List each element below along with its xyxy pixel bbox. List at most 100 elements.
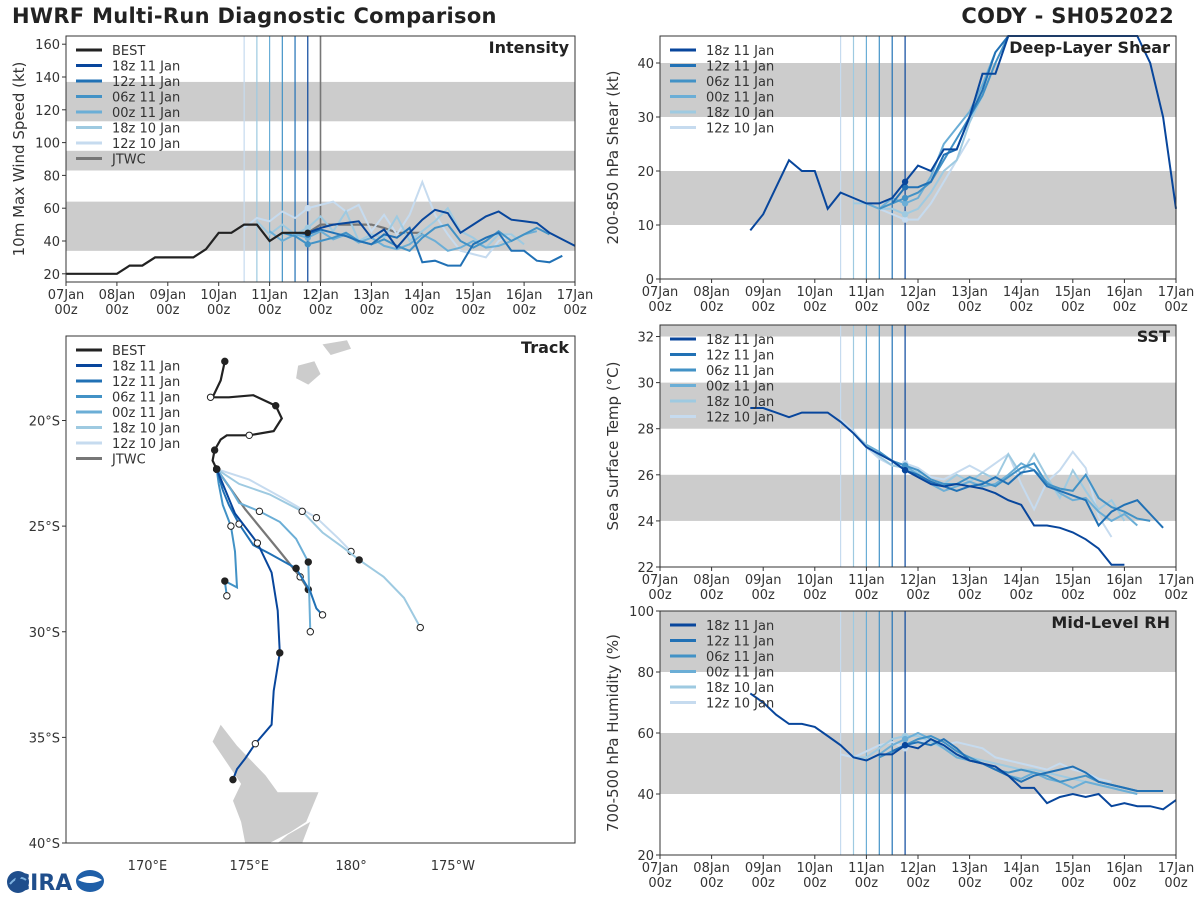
track-point bbox=[306, 628, 315, 636]
x-tick-label: 07Jan bbox=[642, 573, 679, 588]
x-tick-hour-label: 00z bbox=[752, 876, 776, 891]
x-tick-label: 10Jan bbox=[797, 573, 834, 588]
legend-label: 12z 11 Jan bbox=[112, 375, 180, 390]
init-point bbox=[901, 467, 909, 474]
track-point bbox=[272, 402, 280, 410]
x-tick-label: 10Jan bbox=[797, 861, 834, 876]
y-tick-label: 32 bbox=[637, 331, 654, 346]
legend-label: 06z 11 Jan bbox=[706, 650, 774, 665]
y-tick-label: 22 bbox=[637, 561, 654, 576]
x-tick-label: 14Jan bbox=[1003, 285, 1040, 300]
x-tick-hour-label: 00z bbox=[411, 303, 435, 318]
legend-label: 00z 11 Jan bbox=[706, 380, 774, 395]
x-tick-label: 16Jan bbox=[1106, 861, 1143, 876]
legend-label: 12z 10 Jan bbox=[706, 122, 774, 137]
x-tick-hour-label: 00z bbox=[752, 588, 776, 603]
series-line bbox=[749, 692, 1177, 811]
x-tick-label: 15Jan bbox=[455, 288, 492, 303]
track-point bbox=[221, 357, 229, 366]
series-line bbox=[750, 407, 1125, 566]
x-tick-hour-label: 00z bbox=[563, 303, 587, 318]
x-tick-label: 08Jan bbox=[693, 861, 730, 876]
legend-label: 18z 11 Jan bbox=[112, 60, 180, 75]
x-tick-hour-label: 00z bbox=[360, 303, 384, 318]
y-tick-label: 35°S bbox=[29, 731, 60, 746]
y-tick-label: 0 bbox=[646, 273, 654, 288]
x-tick-hour-label: 00z bbox=[309, 303, 333, 318]
x-tick-hour-label: 00z bbox=[906, 876, 930, 891]
x-tick-label: 14Jan bbox=[1003, 861, 1040, 876]
init-point bbox=[901, 742, 909, 749]
y-tick-label: 26 bbox=[637, 469, 654, 484]
x-tick-label: 17Jan bbox=[1158, 285, 1195, 300]
y-tick-label: 24 bbox=[637, 515, 654, 530]
x-tick-label: 17Jan bbox=[557, 288, 594, 303]
x-tick-label: 13Jan bbox=[353, 288, 390, 303]
legend-label: 18z 11 Jan bbox=[706, 619, 774, 634]
x-tick-hour-label: 00z bbox=[1113, 876, 1137, 891]
y-tick-label: 100 bbox=[35, 137, 60, 152]
x-tick-label: 12Jan bbox=[900, 861, 937, 876]
legend-label: BEST bbox=[112, 44, 145, 59]
legend-label: JTWC bbox=[111, 453, 146, 468]
track-point bbox=[292, 564, 300, 573]
y-axis-label: Sea Surface Temp (°C) bbox=[604, 361, 622, 530]
x-tick-hour-label: 00z bbox=[258, 303, 282, 318]
legend-label: 12z 10 Jan bbox=[112, 437, 180, 452]
page-title: HWRF Multi-Run Diagnostic Comparison bbox=[12, 4, 497, 28]
y-tick-label: 30°S bbox=[29, 626, 60, 641]
x-tick-label: 13Jan bbox=[951, 285, 988, 300]
legend-label: 18z 11 Jan bbox=[706, 44, 774, 59]
y-tick-label: 25°S bbox=[29, 520, 60, 535]
legend-label: 18z 10 Jan bbox=[706, 681, 774, 696]
legend-label: 00z 11 Jan bbox=[706, 91, 774, 106]
x-tick-label: 16Jan bbox=[1106, 285, 1143, 300]
plot-frame bbox=[659, 35, 1177, 280]
x-tick-hour-label: 00z bbox=[855, 876, 879, 891]
storm-id: CODY - SH052022 bbox=[961, 4, 1174, 28]
x-tick-hour-label: 00z bbox=[512, 303, 536, 318]
x-tick-hour-label: 00z bbox=[54, 303, 78, 318]
track-point bbox=[355, 556, 363, 564]
plot-frame bbox=[659, 610, 1177, 856]
x-tick-label: 16Jan bbox=[1106, 573, 1143, 588]
plot-frame bbox=[659, 324, 1177, 568]
legend-label: 06z 11 Jan bbox=[706, 364, 774, 379]
legend-label: 06z 11 Jan bbox=[112, 391, 180, 406]
y-tick-label: 80 bbox=[43, 169, 60, 184]
x-tick-label: 07Jan bbox=[642, 861, 679, 876]
x-tick-hour-label: 00z bbox=[752, 300, 776, 315]
x-tick-hour-label: 00z bbox=[906, 588, 930, 603]
series-line bbox=[878, 35, 1010, 210]
y-tick-label: 40 bbox=[637, 788, 654, 803]
y-tick-label: 30 bbox=[637, 377, 654, 392]
x-tick-label: 12Jan bbox=[900, 285, 937, 300]
track-point bbox=[304, 558, 312, 566]
series-line bbox=[66, 223, 308, 275]
land-mass bbox=[322, 340, 351, 355]
x-tick-hour-label: 00z bbox=[700, 588, 724, 603]
x-tick-hour-label: 00z bbox=[1113, 588, 1137, 603]
x-tick-hour-label: 00z bbox=[803, 300, 827, 315]
series-line bbox=[891, 460, 1164, 529]
y-tick-label: 140 bbox=[35, 71, 60, 86]
x-tick-label: 180° bbox=[335, 859, 366, 874]
y-tick-label: 30 bbox=[637, 111, 654, 126]
init-point bbox=[901, 184, 909, 191]
series-line bbox=[210, 361, 284, 470]
track-point bbox=[312, 513, 321, 522]
series-line bbox=[215, 468, 239, 596]
legend-label: 18z 11 Jan bbox=[706, 333, 774, 348]
x-tick-label: 12Jan bbox=[302, 288, 339, 303]
plot-frame bbox=[65, 35, 576, 283]
track-point bbox=[223, 592, 231, 600]
x-tick-hour-label: 00z bbox=[648, 300, 672, 315]
x-tick-label: 175°W bbox=[431, 859, 475, 874]
x-tick-hour-label: 00z bbox=[958, 588, 982, 603]
legend-label: 12z 11 Jan bbox=[706, 635, 774, 650]
x-tick-hour-label: 00z bbox=[1164, 300, 1188, 315]
x-tick-hour-label: 00z bbox=[1010, 876, 1034, 891]
legend-label: 12z 10 Jan bbox=[706, 697, 774, 712]
track-point bbox=[212, 465, 221, 473]
init-point bbox=[901, 200, 909, 207]
